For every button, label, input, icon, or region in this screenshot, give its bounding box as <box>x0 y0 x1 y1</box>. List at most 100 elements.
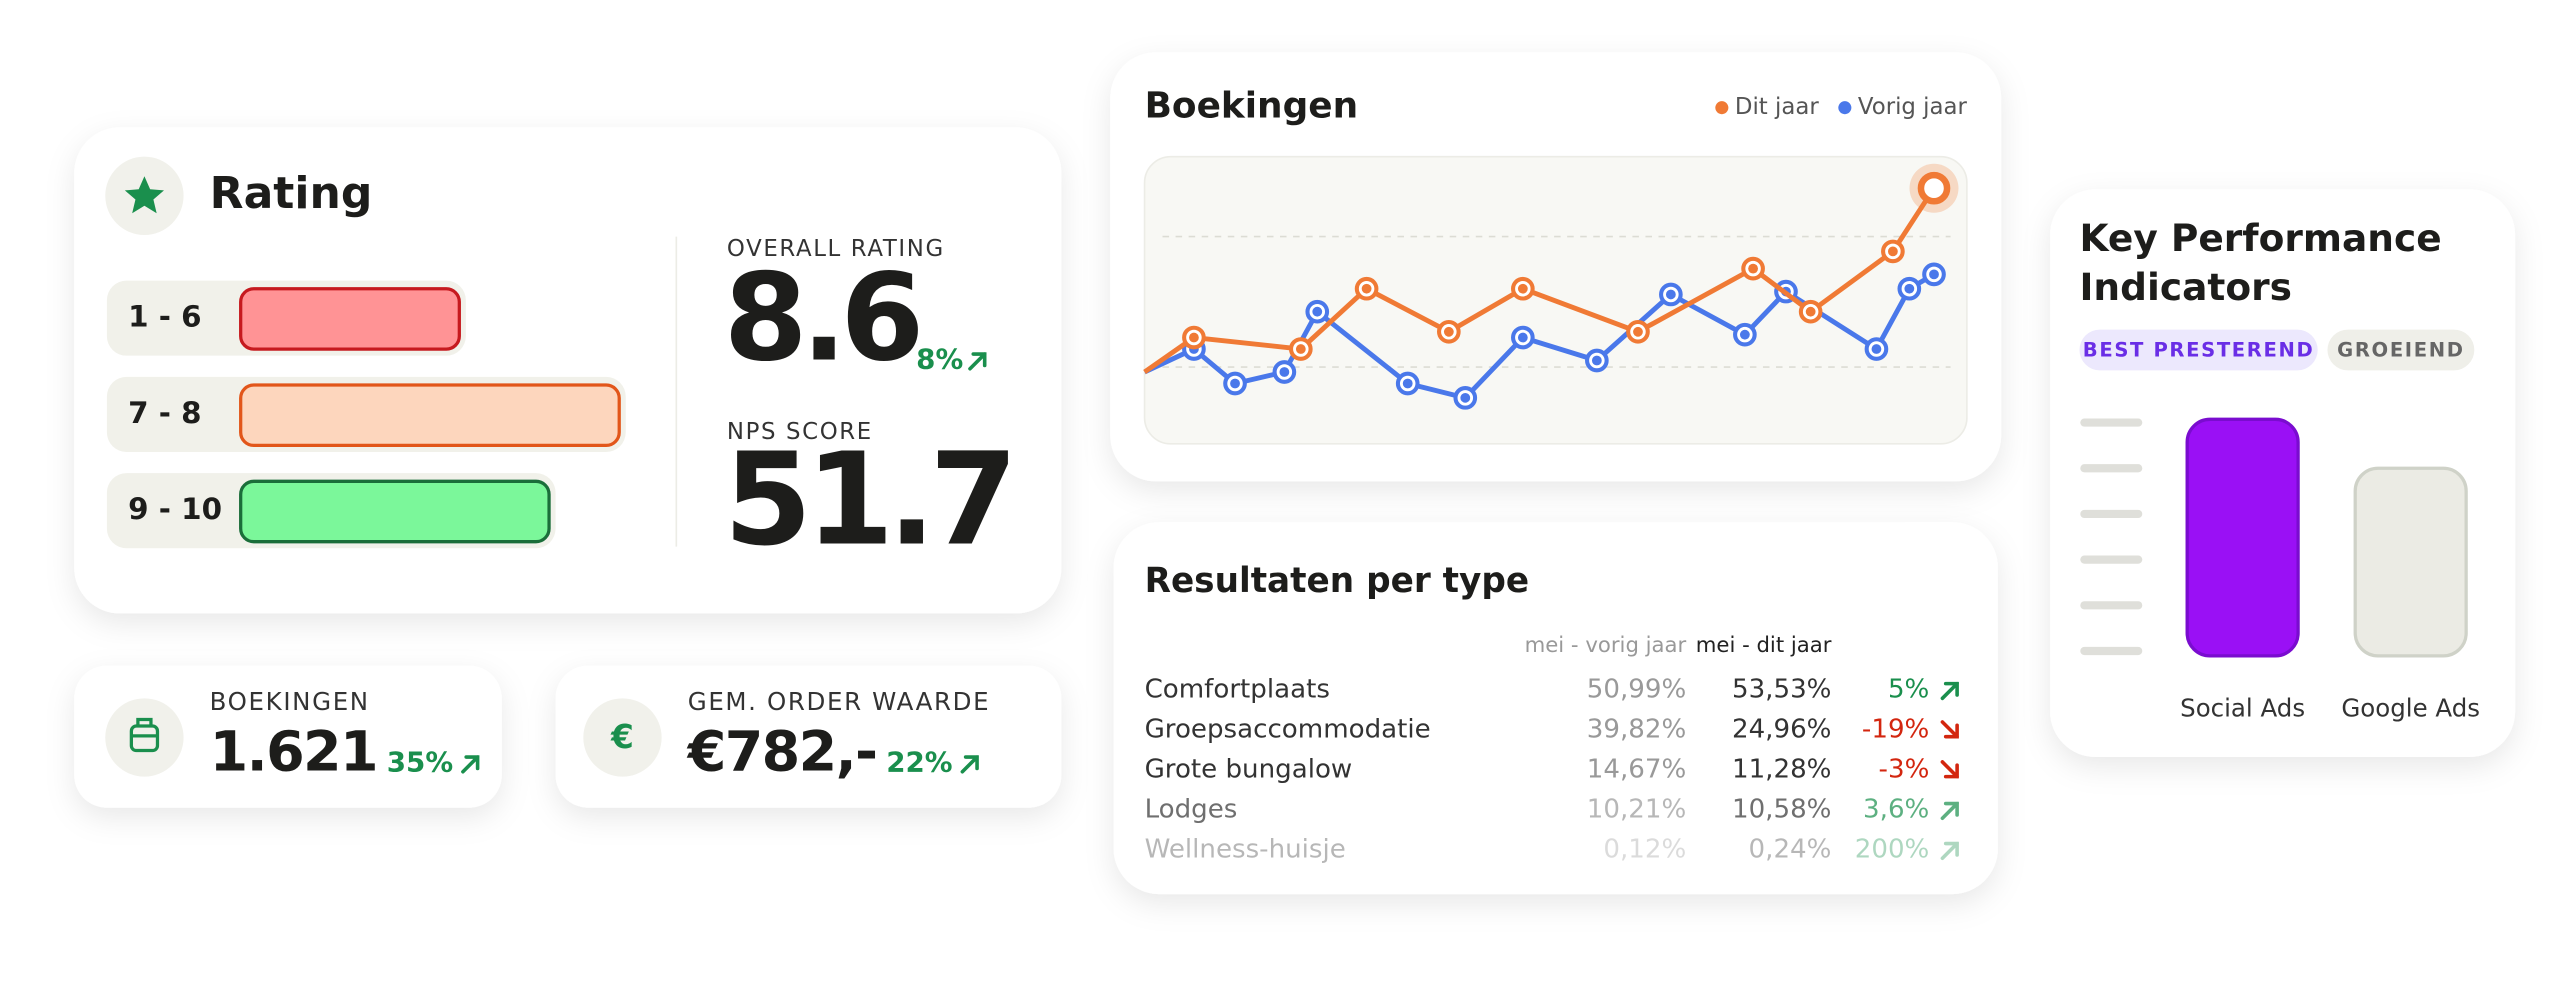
point-core <box>1517 283 1528 294</box>
col-header: mei - dit jaar <box>1696 633 1832 658</box>
point-core <box>1665 289 1676 300</box>
tab[interactable] <box>2327 329 2475 371</box>
point-core <box>1230 378 1240 389</box>
cell: 24,96% <box>1732 715 1832 745</box>
boekingen-card <box>74 665 502 808</box>
cell: Comfortplaats <box>1145 675 1330 705</box>
point-core <box>1312 306 1323 317</box>
point-core <box>1402 378 1413 389</box>
cell: 53,53% <box>1732 675 1832 705</box>
point-core <box>1871 344 1882 354</box>
cell: Groepsaccommodatie <box>1145 715 1431 745</box>
trend-arrow <box>960 755 979 774</box>
trend-arrow <box>1940 801 1959 821</box>
cell: -3% <box>1879 755 1930 785</box>
star-icon <box>124 176 164 214</box>
point-core <box>1805 306 1816 317</box>
rating-bar <box>239 383 621 448</box>
kpi-value: 8.6 <box>724 249 919 389</box>
order-card <box>555 665 1062 808</box>
results-card <box>1113 522 1998 895</box>
point <box>1917 171 1951 205</box>
cell: 14,67% <box>1587 755 1687 785</box>
cell: 11,28% <box>1732 755 1832 785</box>
kpi-change: 8% <box>916 343 963 376</box>
rating-row-label: 7 - 8 <box>128 396 201 430</box>
trend-arrow <box>461 755 480 774</box>
trend-arrow <box>1940 841 1959 861</box>
cell: Grote bungalow <box>1145 755 1353 785</box>
cell: 5% <box>1888 675 1929 705</box>
rating-bar <box>239 287 461 351</box>
legend-dot <box>1838 101 1852 115</box>
point-core <box>1887 246 1898 257</box>
cell: 39,82% <box>1587 715 1687 745</box>
point-core <box>1929 269 1939 280</box>
table-row: Lodges 10,21% 10,58% 3,6% <box>1145 795 1959 825</box>
x-tick-label: Google Ads <box>2341 694 2480 723</box>
trend-arrow <box>1940 760 1959 779</box>
rating-row-label: 9 - 10 <box>128 492 222 526</box>
euro-icon: € <box>610 718 634 756</box>
bag-icon <box>129 724 160 753</box>
col-header: mei - vorig jaar <box>1525 633 1687 658</box>
legend-label: Vorig jaar <box>1858 94 1968 120</box>
kpi-label: NPS SCORE <box>727 419 873 445</box>
table-row: Groepsaccommodatie 39,82% 24,96% -19% <box>1145 715 1959 745</box>
cell: Lodges <box>1145 795 1238 825</box>
point-core <box>1591 355 1602 366</box>
legend-dot <box>1715 101 1729 115</box>
card-title: Resultaten per type <box>1145 561 1530 601</box>
tab-label: GROEIEND <box>2337 338 2464 361</box>
x-tick-label: Social Ads <box>2180 694 2305 723</box>
point-core <box>1361 283 1372 294</box>
axis-stubs <box>2080 418 2143 656</box>
rating-bar <box>239 479 551 544</box>
kpi-value: 51.7 <box>724 427 1012 575</box>
table-row: Comfortplaats 50,99% 53,53% 5% <box>1145 675 1959 705</box>
table-row: Grote bungalow 14,67% 11,28% -3% <box>1145 755 1959 785</box>
card-label: BOEKINGEN <box>210 687 370 716</box>
kpi-label: OVERALL RATING <box>727 236 945 262</box>
legend-label: Dit jaar <box>1735 94 1819 120</box>
point-core <box>1443 326 1454 337</box>
card-value: 1.621 <box>210 721 377 785</box>
card-label: GEM. ORDER WAARDE <box>688 687 991 716</box>
cell: 10,58% <box>1732 795 1832 825</box>
bag-icon-handle <box>131 717 158 738</box>
point-core <box>1460 392 1471 403</box>
chart-title: Key Performance Indicators <box>2079 215 2441 308</box>
card-title: Rating <box>210 168 373 219</box>
cell: -19% <box>1862 715 1929 745</box>
card-change: 35% <box>387 746 453 779</box>
cell: 3,6% <box>1863 795 1929 825</box>
trend-arrow <box>1940 681 1959 701</box>
card-change: 22% <box>886 746 952 779</box>
tab-active[interactable] <box>2079 329 2318 371</box>
point-core <box>1279 367 1290 377</box>
tab-label: BEST PRESTEREND <box>2083 338 2315 361</box>
trend-arrow <box>968 352 987 371</box>
point-core <box>1517 332 1528 343</box>
bar <box>2185 417 2300 658</box>
bar <box>2353 466 2468 658</box>
euro-icon-bg <box>583 698 662 777</box>
cell: 10,21% <box>1587 795 1687 825</box>
card-value: €782,- <box>686 721 877 785</box>
point-core <box>1295 344 1306 354</box>
point-core <box>1633 326 1643 337</box>
cell: 0,24% <box>1749 835 1832 865</box>
point-core <box>1189 332 1199 343</box>
table-row: Wellness-huisje 0,12% 0,24% 200% <box>1145 835 1959 865</box>
point-core <box>1748 263 1758 274</box>
point-core <box>1904 283 1915 294</box>
cell: 0,12% <box>1603 835 1686 865</box>
trend-arrow <box>1940 720 1959 739</box>
point-core <box>1739 329 1750 340</box>
cell: 50,99% <box>1587 675 1687 705</box>
chart-title: Boekingen <box>1145 86 1359 127</box>
cell: 200% <box>1855 835 1930 865</box>
rating-row-label: 1 - 6 <box>128 300 201 334</box>
